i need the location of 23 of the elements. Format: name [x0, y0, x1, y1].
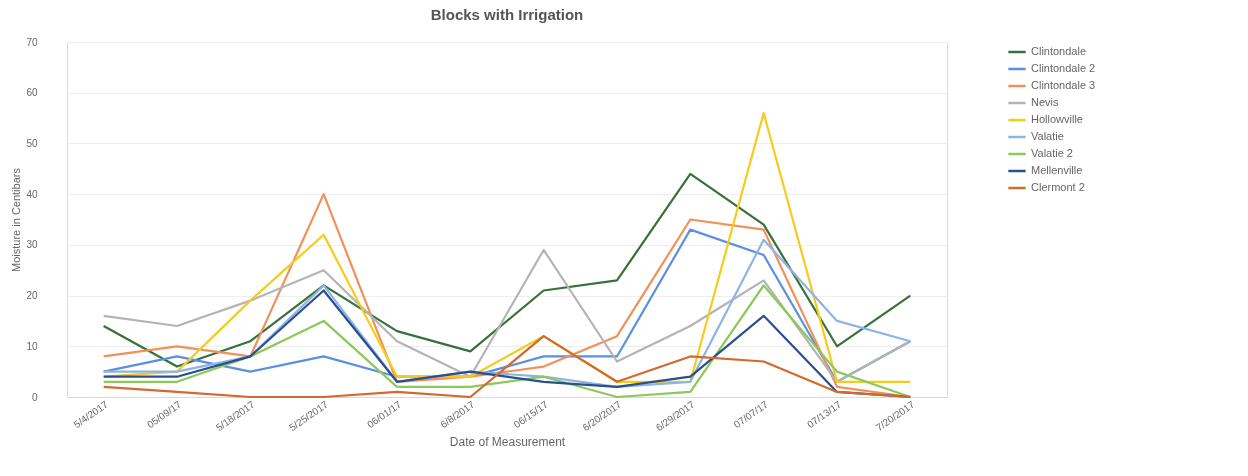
- legend-label: Clintondale 2: [1031, 62, 1096, 74]
- y-tick-label: 50: [26, 137, 38, 149]
- legend-label: Nevis: [1031, 96, 1060, 108]
- legend-label: Clintondale 3: [1031, 79, 1096, 91]
- legend-label: Valatie 2: [1031, 147, 1073, 159]
- y-tick-label: 20: [26, 290, 38, 302]
- y-tick-label: 0: [31, 391, 38, 403]
- y-tick-label: 10: [26, 340, 38, 352]
- y-tick-label: 60: [26, 87, 38, 99]
- x-axis-title: Date of Measurement: [449, 435, 566, 450]
- legend-label: Mellenville: [1031, 164, 1083, 176]
- y-tick-label: 70: [26, 36, 38, 48]
- line-series: [102, 111, 912, 383]
- legend-label: Clermont 2: [1031, 181, 1085, 193]
- line-series: [102, 172, 912, 368]
- chart-title: Blocks with Irrigation: [430, 6, 584, 23]
- line-series: [102, 335, 912, 399]
- y-tick-label: 30: [26, 239, 38, 251]
- y-axis-title: Moisture in Centibars: [10, 167, 23, 272]
- legend-label: Clintondale: [1031, 45, 1087, 57]
- legend-label: Valatie: [1031, 130, 1064, 142]
- y-tick-label: 40: [26, 188, 38, 200]
- legend-label: Hollowville: [1031, 113, 1083, 125]
